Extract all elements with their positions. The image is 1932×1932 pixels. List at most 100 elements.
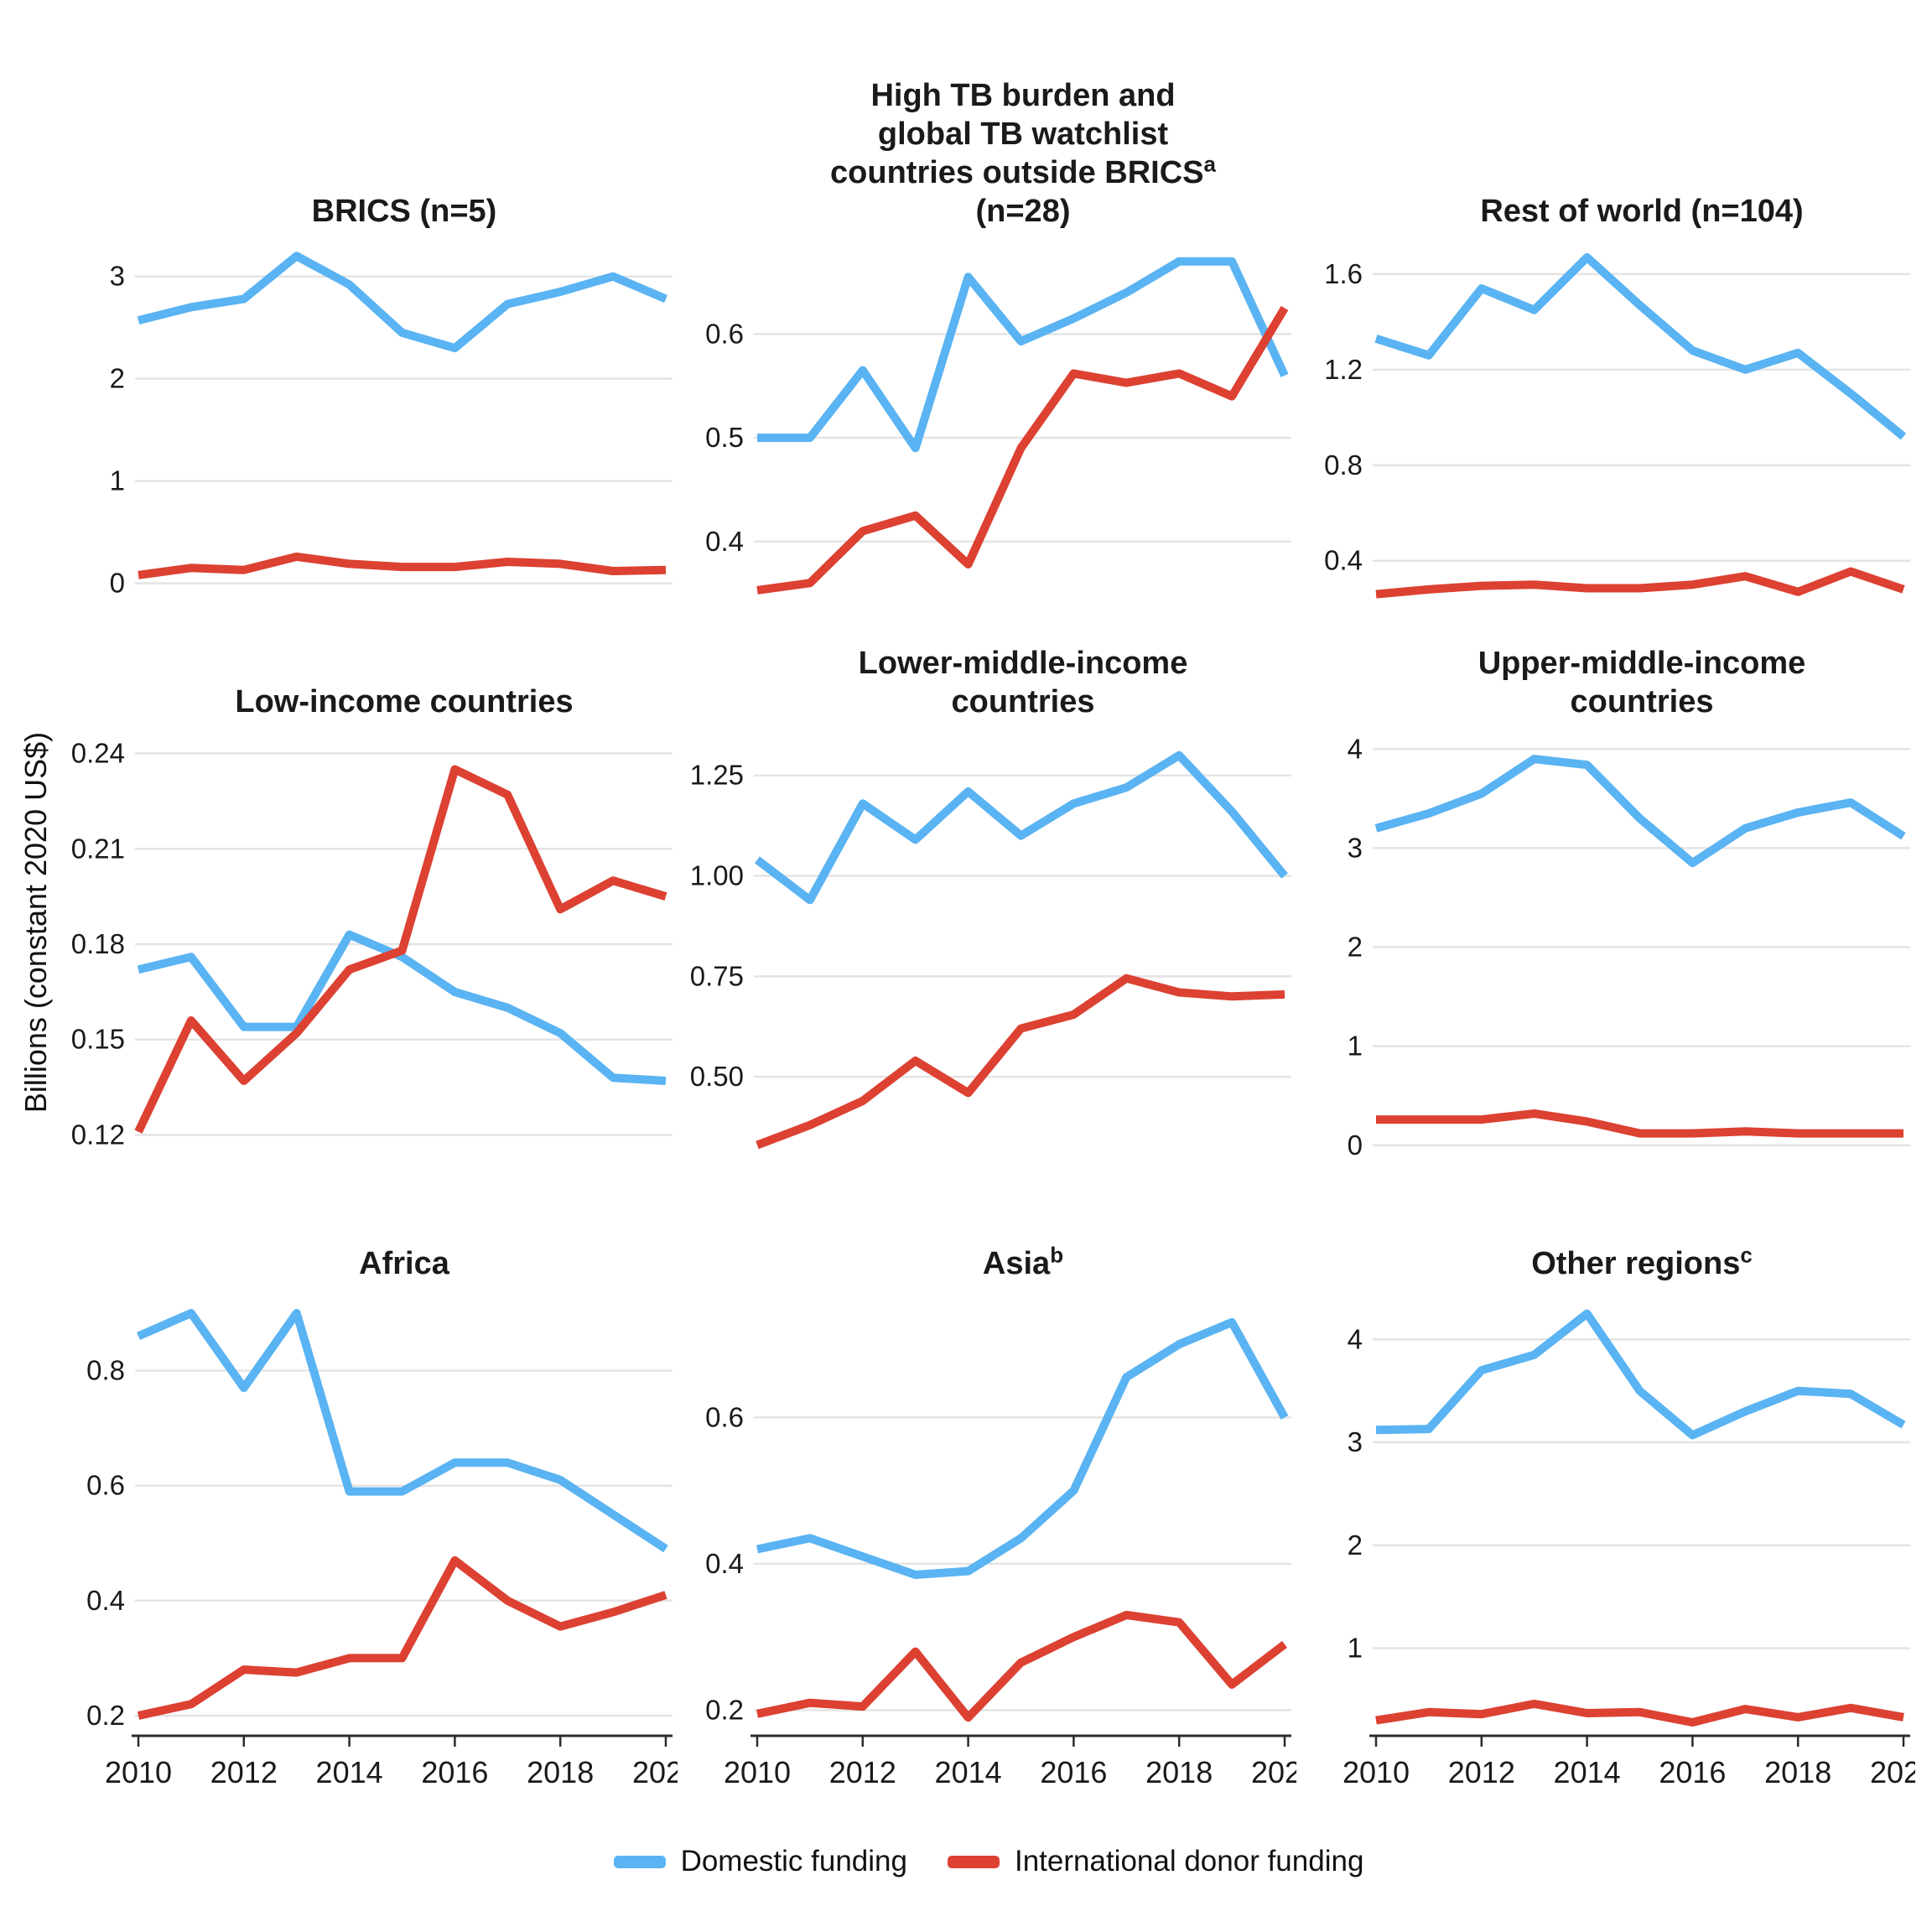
panel-title-asia: Asiab — [678, 1216, 1296, 1283]
domestic-funding-line — [1375, 1309, 1906, 1440]
line-chart-low-income: 0.12 0.15 0.18 0.21 0.24 — [71, 738, 673, 1150]
line-chart-other-regions: 1 2 3 4 2010 2012 2014 2016 2018 2020 — [1343, 1309, 1915, 1789]
line-chart-brics: 0 1 2 3 — [110, 252, 673, 599]
legend: Domestic funding International donor fun… — [59, 1803, 1919, 1920]
domestic-line-swatch-icon — [613, 1855, 666, 1868]
x-tick-label: 2012 — [210, 1755, 278, 1789]
panel-title-line: BRICS (n=5) — [311, 194, 497, 229]
x-tick-label: 2018 — [1764, 1755, 1831, 1789]
y-tick-label: 2 — [110, 363, 125, 394]
x-tick-label: 2020 — [1251, 1755, 1296, 1789]
x-tick-label: 2018 — [1145, 1755, 1213, 1789]
international-funding-line — [134, 765, 667, 1134]
international-funding-line — [1376, 1109, 1903, 1138]
domestic-funding-line — [1374, 252, 1907, 440]
y-tick-label: 0.8 — [1324, 449, 1363, 480]
y-tick-label: 4 — [1348, 1323, 1363, 1354]
y-tick-label: 0.12 — [71, 1119, 125, 1150]
y-tick-label: 0.5 — [705, 422, 744, 453]
panel-title-line: High TB burden and — [870, 78, 1176, 113]
y-tick-label: 3 — [1348, 832, 1363, 863]
y-tick-label: 0.50 — [690, 1061, 744, 1092]
x-tick-label: 2016 — [421, 1755, 488, 1789]
charts-grid: BRICS (n=5) 0 1 2 3 High TB burden and global … — [59, 34, 1919, 1803]
y-tick-label: 1 — [110, 465, 125, 496]
line-chart-upper-middle-income: 0 1 2 3 4 — [1348, 733, 1910, 1161]
international-line-swatch-icon — [947, 1855, 1000, 1868]
international-funding-line — [756, 305, 1289, 595]
domestic-funding-line — [757, 257, 1289, 453]
international-funding-line — [1375, 567, 1905, 599]
x-tick-label: 2012 — [829, 1755, 896, 1789]
y-tick-label: 0.24 — [71, 738, 125, 769]
legend-label-domestic: Domestic funding — [680, 1845, 907, 1877]
legend-label-international: International donor funding — [1014, 1845, 1364, 1877]
panel-title-brics: BRICS (n=5) — [59, 34, 678, 231]
domestic-funding-line — [754, 750, 1288, 905]
title-footnote-marker: c — [1740, 1242, 1753, 1268]
x-tick-label: 2016 — [1659, 1755, 1726, 1789]
chart-panel-africa: Africa 0.2 0.4 0.6 0.8 2010 2012 2014 2016 2018 20… — [59, 1216, 678, 1803]
panel-title-line: Asia — [982, 1246, 1051, 1281]
x-tick-label: 2016 — [1040, 1755, 1107, 1789]
y-axis-label: Billions (constant 2020 US$) — [18, 731, 53, 1114]
x-tick-label: 2020 — [632, 1755, 678, 1789]
chart-panel-upper-middle-income: Upper-middle-income countries 0 1 2 3 4 — [1296, 629, 1915, 1216]
panel-title-line: Africa — [359, 1246, 449, 1281]
panel-title-line: Other regions — [1531, 1246, 1741, 1281]
y-tick-label: 0.21 — [71, 833, 125, 864]
y-tick-label: 3 — [110, 261, 125, 292]
x-tick-label: 2014 — [316, 1755, 383, 1789]
y-tick-label: 0.18 — [71, 928, 125, 959]
line-chart-rest-of-world: 0.4 0.8 1.2 1.6 — [1324, 252, 1910, 599]
domestic-funding-line — [137, 1309, 668, 1553]
y-tick-label: 0.6 — [705, 1401, 744, 1432]
y-tick-label: 1 — [1348, 1633, 1363, 1664]
y-tick-label: 3 — [1348, 1426, 1363, 1457]
panel-title-africa: Africa — [59, 1216, 678, 1283]
panel-title-line: Low-income countries — [235, 684, 574, 719]
x-tick-label: 2014 — [935, 1755, 1002, 1789]
panel-title-line: global TB watchlist — [877, 117, 1169, 152]
y-tick-label: 4 — [1348, 733, 1363, 764]
line-chart-lower-middle-income: 0.50 0.75 1.00 1.25 — [690, 750, 1291, 1150]
legend-item-domestic: Domestic funding — [613, 1845, 907, 1878]
panel-title-low-income: Low-income countries — [59, 629, 678, 721]
panel-title-rest-of-world: Rest of world (n=104) — [1296, 34, 1915, 231]
y-tick-label: 0.4 — [1324, 545, 1363, 576]
domestic-funding-line — [1374, 755, 1906, 868]
panel-title-high-tb-watchlist: High TB burden and global TB watchlist cou… — [678, 34, 1296, 231]
chart-panel-other-regions: Other regionsc 1 2 3 4 2010 2012 2014 2016 2018 20… — [1296, 1216, 1915, 1803]
x-tick-label: 2010 — [724, 1755, 791, 1789]
y-tick-label: 0.6 — [705, 318, 744, 349]
y-tick-label: 0.2 — [86, 1700, 125, 1731]
y-tick-label: 0.2 — [705, 1694, 744, 1725]
line-chart-africa: 0.2 0.4 0.6 0.8 2010 2012 2014 2016 2018 2020 — [86, 1309, 678, 1789]
international-funding-line — [756, 1611, 1288, 1722]
panel-title-line: Lower-middle-income — [858, 646, 1188, 681]
y-tick-label: 0.4 — [705, 526, 744, 557]
chart-panel-lower-middle-income: Lower-middle-income countries 0.50 0.75 1.00… — [678, 629, 1296, 1216]
international-funding-line — [138, 552, 667, 579]
title-footnote-marker: b — [1050, 1242, 1064, 1268]
panel-title-line: Rest of world (n=104) — [1480, 194, 1804, 229]
legend-item-international: International donor funding — [947, 1845, 1364, 1878]
domestic-funding-line — [137, 930, 667, 1085]
y-tick-label: 1.25 — [690, 760, 744, 791]
panel-title-line: (n=28) — [975, 194, 1071, 229]
chart-panel-brics: BRICS (n=5) 0 1 2 3 — [59, 34, 678, 629]
panel-title-lower-middle-income: Lower-middle-income countries — [678, 629, 1296, 721]
panel-title-line: countries — [951, 684, 1095, 719]
y-tick-label: 1 — [1348, 1031, 1363, 1062]
y-tick-label: 2 — [1348, 932, 1363, 963]
y-tick-label: 0.4 — [86, 1585, 125, 1616]
x-tick-label: 2014 — [1554, 1755, 1621, 1789]
y-tick-label: 1.00 — [690, 860, 744, 891]
x-tick-label: 2010 — [105, 1755, 172, 1789]
y-tick-label: 1.6 — [1324, 258, 1363, 289]
panel-title-line: countries — [1570, 684, 1714, 719]
x-tick-label: 2012 — [1448, 1755, 1515, 1789]
y-tick-label: 0.4 — [705, 1548, 744, 1579]
domestic-funding-line — [756, 1317, 1289, 1579]
chart-panel-low-income: Low-income countries 0.12 0.15 0.18 0.21 0.24 — [59, 629, 678, 1216]
